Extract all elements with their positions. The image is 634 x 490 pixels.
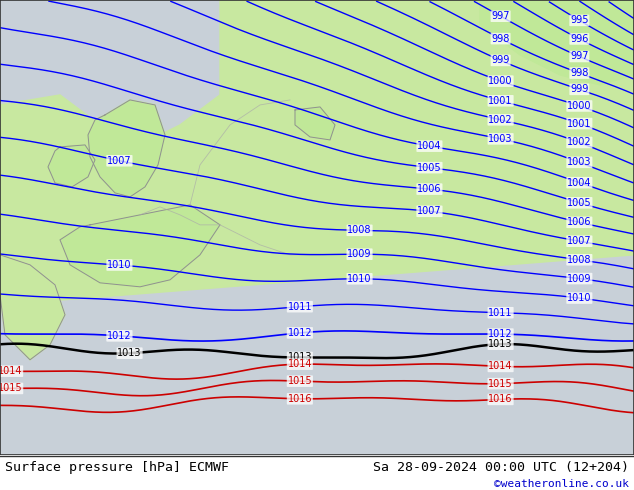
Polygon shape bbox=[420, 15, 634, 200]
Text: 1002: 1002 bbox=[567, 138, 592, 147]
Polygon shape bbox=[480, 0, 634, 85]
Text: 998: 998 bbox=[491, 34, 510, 44]
Polygon shape bbox=[88, 100, 165, 197]
Text: 1010: 1010 bbox=[347, 274, 372, 284]
Text: 1015: 1015 bbox=[288, 376, 312, 386]
Text: Surface pressure [hPa] ECMWF: Surface pressure [hPa] ECMWF bbox=[5, 461, 229, 474]
Text: 1001: 1001 bbox=[488, 96, 513, 106]
Text: 997: 997 bbox=[570, 51, 588, 61]
Text: 995: 995 bbox=[570, 15, 588, 25]
Text: 1007: 1007 bbox=[567, 236, 592, 246]
Text: 1012: 1012 bbox=[488, 329, 513, 339]
Text: 1005: 1005 bbox=[567, 198, 592, 208]
Text: 1016: 1016 bbox=[288, 394, 312, 404]
Text: 1013: 1013 bbox=[488, 339, 513, 349]
Text: 1015: 1015 bbox=[488, 379, 513, 389]
Text: 1007: 1007 bbox=[107, 156, 132, 166]
Text: 1011: 1011 bbox=[488, 308, 513, 318]
Text: 1000: 1000 bbox=[488, 76, 513, 86]
Text: 1007: 1007 bbox=[417, 206, 442, 216]
Text: 1014: 1014 bbox=[488, 362, 513, 371]
Text: 1000: 1000 bbox=[567, 101, 592, 111]
Text: 999: 999 bbox=[491, 55, 510, 65]
Text: 1012: 1012 bbox=[107, 331, 132, 341]
Text: 1009: 1009 bbox=[347, 249, 372, 259]
Text: 1005: 1005 bbox=[417, 163, 442, 172]
Text: 1016: 1016 bbox=[488, 394, 513, 404]
Text: 1006: 1006 bbox=[417, 184, 442, 194]
Text: 1014: 1014 bbox=[0, 366, 22, 376]
Text: 1001: 1001 bbox=[567, 119, 592, 128]
Text: ©weatheronline.co.uk: ©weatheronline.co.uk bbox=[494, 479, 629, 489]
Text: 1006: 1006 bbox=[567, 218, 592, 227]
Text: 1003: 1003 bbox=[488, 134, 513, 144]
Text: 1003: 1003 bbox=[567, 157, 592, 168]
Text: 1015: 1015 bbox=[0, 384, 22, 393]
Text: 999: 999 bbox=[570, 84, 588, 95]
Text: 1011: 1011 bbox=[288, 302, 312, 312]
Text: 1008: 1008 bbox=[347, 225, 372, 235]
Polygon shape bbox=[0, 255, 65, 360]
Text: 996: 996 bbox=[570, 34, 588, 44]
Text: 1010: 1010 bbox=[567, 293, 592, 303]
Text: 1013: 1013 bbox=[288, 352, 312, 363]
Text: Sa 28-09-2024 00:00 UTC (12+204): Sa 28-09-2024 00:00 UTC (12+204) bbox=[373, 461, 629, 474]
Polygon shape bbox=[295, 107, 335, 140]
Polygon shape bbox=[48, 145, 95, 187]
Text: 1004: 1004 bbox=[567, 178, 592, 188]
Text: 1004: 1004 bbox=[417, 141, 442, 151]
Text: 1014: 1014 bbox=[288, 359, 312, 369]
Polygon shape bbox=[340, 0, 634, 195]
Text: 1013: 1013 bbox=[117, 348, 142, 358]
Text: 1002: 1002 bbox=[488, 115, 513, 125]
Polygon shape bbox=[0, 0, 634, 305]
Text: 1012: 1012 bbox=[288, 328, 312, 338]
Text: 1010: 1010 bbox=[107, 260, 132, 270]
Polygon shape bbox=[60, 205, 220, 287]
Text: 997: 997 bbox=[491, 11, 510, 21]
Polygon shape bbox=[0, 0, 634, 455]
Text: 1008: 1008 bbox=[567, 255, 592, 265]
Text: 1009: 1009 bbox=[567, 273, 592, 284]
Text: 998: 998 bbox=[570, 68, 588, 78]
